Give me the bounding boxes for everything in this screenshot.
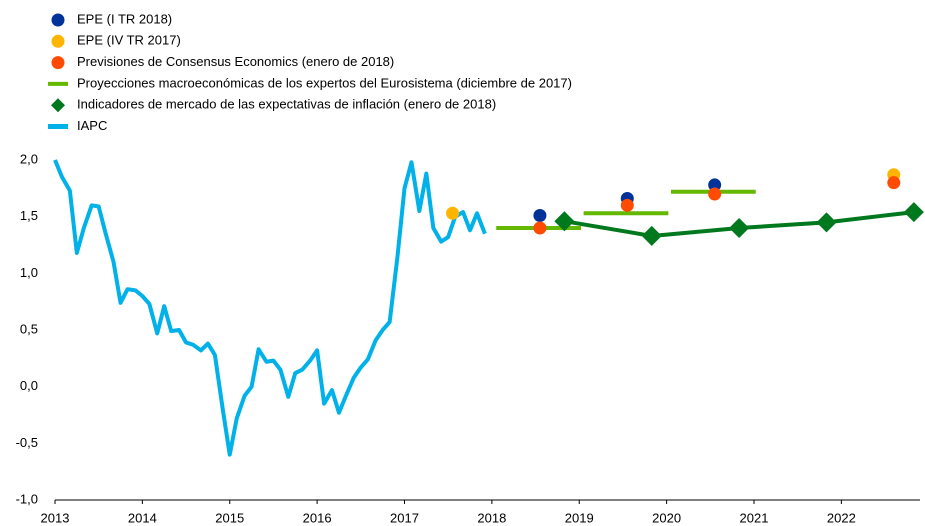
x-tick-label: 2020 [652, 510, 681, 525]
y-tick-label: 2,0 [20, 151, 38, 166]
x-tick-label: 2022 [827, 510, 856, 525]
y-tick-label: 0,0 [20, 378, 38, 393]
x-tick-label: 2019 [565, 510, 594, 525]
x-tick-label: 2017 [390, 510, 419, 525]
market-diamond [903, 202, 924, 223]
forecast-dot [708, 187, 722, 201]
x-tick-label: 2016 [303, 510, 332, 525]
forecast-dot [620, 198, 634, 212]
forecast-dot [533, 221, 547, 235]
forecast-dot [446, 206, 460, 220]
forecast-dot [708, 178, 722, 192]
legend-marker [51, 98, 65, 113]
legend-label: EPE (I TR 2018) [77, 11, 172, 26]
legend-label: Indicadores de mercado de las expectativ… [77, 97, 496, 112]
market-diamond [554, 211, 575, 232]
legend-marker [51, 13, 65, 27]
legend-label: Previsiones de Consensus Economics (ener… [77, 54, 394, 69]
legend-label: IAPC [77, 118, 107, 133]
x-tick-label: 2014 [128, 510, 157, 525]
x-tick-label: 2018 [477, 510, 506, 525]
y-tick-label: -0,5 [16, 435, 38, 450]
forecast-dot [887, 176, 901, 190]
y-tick-label: 1,5 [20, 208, 38, 223]
iapc-line [53, 159, 487, 457]
legend-marker [51, 34, 65, 48]
x-tick-label: 2013 [41, 510, 70, 525]
x-tick-label: 2015 [215, 510, 244, 525]
market-diamond [729, 218, 750, 238]
forecast-dot [533, 209, 547, 223]
legend-label: Proyecciones macroeconómicas de los expe… [77, 75, 572, 90]
y-tick-label: 0,5 [20, 321, 38, 336]
market-diamond [816, 212, 837, 233]
y-tick-label: 1,0 [20, 265, 38, 280]
legend-marker [51, 56, 65, 70]
market-diamond [641, 225, 662, 246]
legend-label: EPE (IV TR 2017) [77, 33, 181, 48]
y-tick-label: -1,0 [16, 491, 38, 506]
x-tick-label: 2021 [740, 510, 769, 525]
